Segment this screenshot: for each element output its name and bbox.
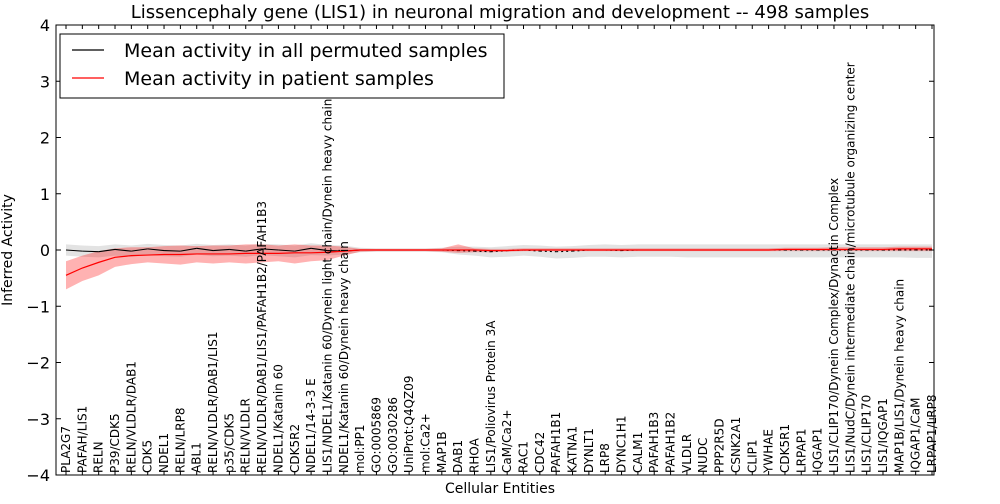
series-lines [65, 247, 932, 276]
x-tick-label: LRPAP1 [794, 428, 808, 473]
line-segment-permuted [245, 248, 263, 252]
line-segment-permuted [65, 249, 83, 252]
band-patient [66, 244, 932, 290]
x-tick-label: LIS1/CLIP170/Dynein Complex/Dynactin Com… [827, 178, 841, 473]
x-tick-label: LIS1/IQGAP1 [876, 398, 890, 473]
x-tick-label: NUDC [696, 438, 710, 473]
legend: Mean activity in all permuted samples Me… [59, 33, 505, 99]
legend-label-patient: Mean activity in patient samples [124, 68, 434, 90]
x-tick-label: PAFAH1B3 [647, 412, 661, 473]
x-tick-label: RELN [92, 441, 106, 473]
line-segment-permuted [229, 248, 246, 252]
x-tick-label: NDEL1 [157, 433, 171, 473]
y-axis: 4 3 2 1 0 −1 −2 −3 −4 [26, 16, 934, 485]
x-tick-label: CLIP1 [745, 440, 759, 473]
x-tick-label: YWHAE [762, 429, 776, 474]
x-tick-label: ABL1 [190, 442, 204, 473]
x-tick-label: DAB1 [451, 440, 465, 473]
y-tick-label: 1 [40, 185, 50, 204]
x-tick-label: CALM1 [631, 432, 645, 473]
x-tick-label: LIS1/Poliovirus Protein 3A [484, 320, 498, 473]
y-tick-label: 4 [40, 16, 50, 35]
x-tick-label: CDK5R2 [288, 424, 302, 473]
x-tick-label: IQGAP1/CaM [909, 398, 923, 474]
x-tick-label: mol:PP1 [353, 424, 367, 473]
y-axis-label: Inferred Activity [0, 194, 16, 306]
x-tick-label: PLA2G7 [59, 426, 73, 473]
line-segment-permuted [278, 249, 295, 252]
line-segment-permuted [213, 248, 230, 252]
x-tick-label: IQGAP1 [811, 428, 825, 473]
x-tick-label: P39/CDK5 [108, 413, 122, 473]
x-tick-label: NDEL1/Katanin 60 [271, 364, 285, 473]
x-tick-label: CDK5R1 [778, 424, 792, 473]
y-tick-label: −3 [26, 410, 50, 429]
x-tick-label: mol:Ca2+ [418, 413, 432, 473]
x-tick-label: VLDLR [680, 434, 694, 473]
x-tick-label: RELN/VLDLR/DAB1/LIS1/PAFAH1B2/PAFAH1B3 [255, 201, 269, 473]
line-segment-permuted [311, 247, 328, 252]
x-tick-label: RELN/VLDLR/DAB1/LIS1 [206, 332, 220, 473]
y-tick-label: 2 [40, 129, 50, 148]
x-tick-label: NDEL1/14-3-3 E [304, 378, 318, 473]
y-tick-label: −1 [26, 297, 50, 316]
x-tick-label: KATNA1 [566, 426, 580, 473]
x-tick-label: MAP1B/LIS1/Dynein heavy chain [892, 279, 906, 473]
line-segment-permuted [164, 250, 181, 252]
line-segment-permuted [98, 248, 116, 253]
x-tick-label: RHOA [467, 437, 481, 473]
x-tick-label: PAFAH1B2 [664, 412, 678, 473]
y-tick-label: 3 [40, 72, 50, 91]
x-tick-label: RELN/VLDLR [239, 398, 253, 473]
x-axis: PLA2G7 PAFAH/LIS1 RELN P39/CDK5 RELN/VLDLR/D… [59, 25, 939, 475]
line-patient [65, 248, 932, 276]
chart-title: Lissencephaly gene (LIS1) in neuronal mi… [131, 2, 870, 23]
x-tick-label: PAFAH/LIS1 [75, 406, 89, 473]
x-tick-label: DYNLT1 [582, 428, 596, 473]
x-tick-label: LIS1/CLIP170 [860, 395, 874, 473]
line-segment-permuted [196, 247, 214, 252]
x-tick-label: GO:0005869 [369, 397, 383, 473]
x-tick-label: UniProt:Q4QZ09 [402, 375, 416, 473]
line-segment-permuted [147, 248, 165, 252]
x-tick-label: PPP2R5D [713, 418, 727, 473]
x-tick-label: DYNC1H1 [615, 415, 629, 473]
x-axis-label: Cellular Entities [445, 481, 555, 497]
x-tick-label: NDEL1/Katanin 60/Dynein heavy chain [337, 241, 351, 473]
line-segment-permuted [131, 248, 148, 252]
legend-box [59, 33, 505, 99]
x-tick-label: RELN/LRP8 [173, 407, 187, 473]
x-tick-label: GO:0030286 [386, 397, 400, 473]
x-tick-label: CaM/Ca2+ [500, 409, 514, 473]
x-tick-label: RELN/VLDLR/DAB1 [124, 361, 138, 473]
x-tick-label: CDC42 [533, 432, 547, 473]
x-tick-label: PAFAH1B1 [549, 412, 563, 473]
x-tick-label: LIS1/NDEL1/Katanin 60/Dynein light chain… [320, 99, 334, 473]
x-tick-label: CSNK2A1 [729, 417, 743, 473]
x-tick-label: MAP1B [435, 431, 449, 473]
line-segment-permuted [294, 247, 312, 252]
x-tick-label: CDK5 [141, 440, 155, 473]
line-segment-permuted [82, 250, 99, 253]
x-tick-label: LIS1/NudC/Dynein intermediate chain/micr… [843, 62, 857, 473]
line-segment-permuted [180, 247, 197, 252]
x-tick-label: LRPAP1/LRP8 [925, 394, 939, 473]
y-tick-label: 0 [40, 241, 50, 260]
x-tick-label: p35/CDK5 [222, 413, 236, 473]
line-segment-permuted [262, 248, 279, 251]
y-tick-label: −4 [26, 466, 50, 485]
y-tick-label: −2 [26, 354, 50, 373]
legend-label-permuted: Mean activity in all permuted samples [124, 40, 487, 62]
x-tick-label: RAC1 [517, 441, 531, 473]
x-tick-label: LRP8 [598, 443, 612, 473]
line-segment-permuted [114, 248, 132, 252]
